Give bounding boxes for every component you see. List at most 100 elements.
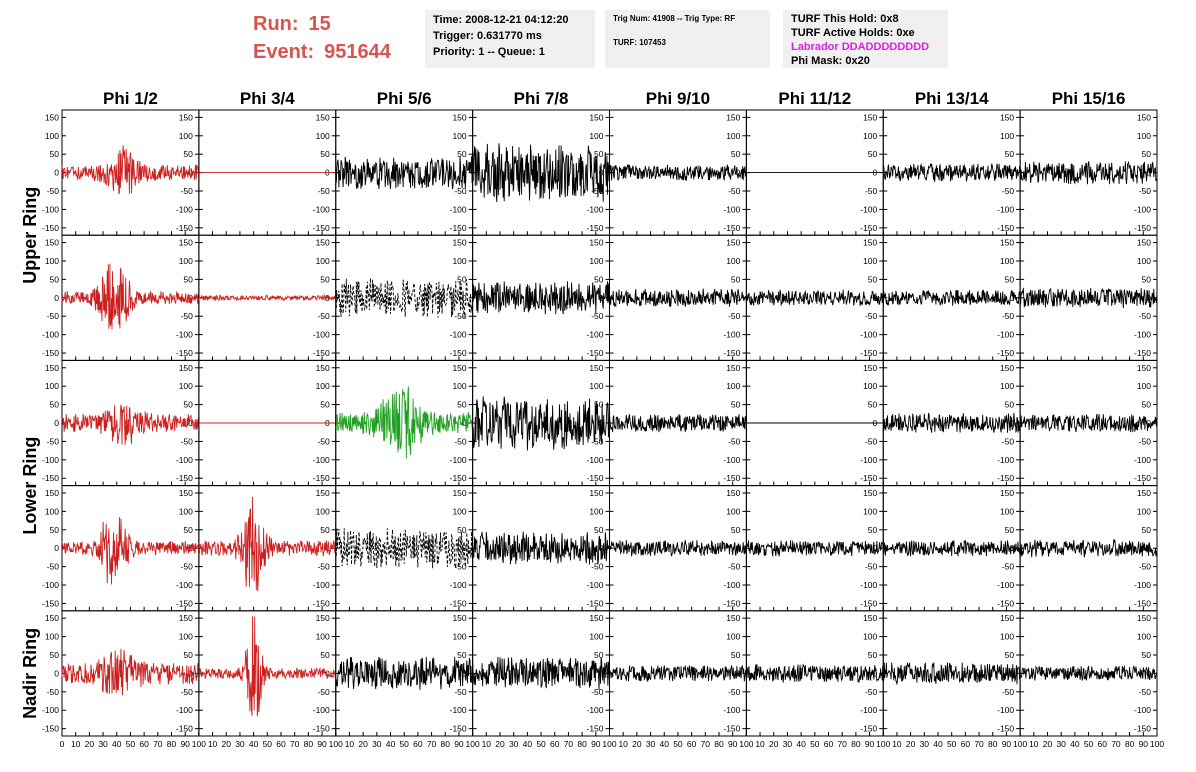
y-tick-label: -50 <box>728 562 741 572</box>
y-tick-label: 150 <box>863 488 877 498</box>
y-tick-label: 50 <box>1142 149 1152 159</box>
y-tick-label: -150 <box>997 223 1014 233</box>
x-tick-label: 80 <box>714 739 724 749</box>
x-tick-label: 50 <box>1084 739 1094 749</box>
y-tick-label: 150 <box>589 363 603 373</box>
y-tick-label: 0 <box>462 293 467 303</box>
y-tick-label: -50 <box>47 186 60 196</box>
y-tick-label: 0 <box>599 418 604 428</box>
y-tick-label: -100 <box>723 705 740 715</box>
waveform-series <box>1019 664 1158 681</box>
y-tick-label: -100 <box>42 455 59 465</box>
x-tick-label: 90 <box>865 739 875 749</box>
x-tick-label: 40 <box>386 739 396 749</box>
y-tick-label: 100 <box>726 506 740 516</box>
waveform-series <box>1019 287 1158 309</box>
y-tick-label: 0 <box>325 668 330 678</box>
x-tick-label: 60 <box>961 739 971 749</box>
x-tick-label: 40 <box>523 739 533 749</box>
y-tick-label: 50 <box>1142 650 1152 660</box>
y-tick-label: -150 <box>723 473 740 483</box>
x-tick-label: 10 <box>1029 739 1039 749</box>
x-tick-label: 40 <box>1070 739 1080 749</box>
turf-text: TURF: 107453 <box>613 38 666 47</box>
x-tick-label: 80 <box>851 739 861 749</box>
y-tick-label: 50 <box>1005 274 1015 284</box>
y-tick-label: 50 <box>320 525 330 535</box>
x-tick-label: 40 <box>796 739 806 749</box>
y-tick-label: -150 <box>860 724 877 734</box>
y-tick-label: 100 <box>45 131 59 141</box>
y-tick-label: -150 <box>176 348 193 358</box>
y-tick-label: 150 <box>1137 363 1151 373</box>
trig-num-text: Trig Num: 41908 -- Trig Type: RF <box>613 14 736 23</box>
y-tick-label: -100 <box>586 204 603 214</box>
x-tick-label: 70 <box>290 739 300 749</box>
y-tick-label: -100 <box>313 330 330 340</box>
row-label: Nadir Ring <box>20 628 40 719</box>
panel-frame <box>882 234 1021 361</box>
y-tick-label: 150 <box>1000 363 1014 373</box>
x-tick-label: 10 <box>892 739 902 749</box>
y-tick-label: -100 <box>1134 455 1151 465</box>
y-tick-label: -150 <box>723 223 740 233</box>
y-tick-label: -50 <box>865 436 878 446</box>
y-tick-label: -100 <box>586 330 603 340</box>
y-tick-label: 0 <box>873 668 878 678</box>
x-tick-label: 30 <box>920 739 930 749</box>
y-tick-label: 50 <box>183 149 193 159</box>
x-tick-label: 100 <box>466 739 480 749</box>
labrador-text: Labrador DDADDDDDDDD <box>791 41 930 53</box>
x-tick-label: 0 <box>60 739 65 749</box>
y-tick-label: 100 <box>316 506 330 516</box>
run-event-header: Run: 15 Event: 951644 <box>253 10 391 66</box>
waveform-series <box>1019 413 1158 433</box>
trigger-text: Trigger: 0.631770 ms <box>433 30 542 42</box>
y-tick-label: 50 <box>457 149 467 159</box>
y-tick-label: 50 <box>594 400 604 410</box>
y-tick-label: -150 <box>1134 223 1151 233</box>
y-tick-label: 150 <box>316 112 330 122</box>
y-tick-label: -150 <box>860 473 877 483</box>
y-tick-label: 0 <box>736 168 741 178</box>
y-tick-label: -150 <box>42 223 59 233</box>
y-tick-label: 150 <box>316 363 330 373</box>
waveform-series <box>745 663 884 683</box>
y-tick-label: -100 <box>860 330 877 340</box>
x-tick-label: 30 <box>235 739 245 749</box>
y-tick-label: 50 <box>1142 525 1152 535</box>
y-tick-label: -150 <box>860 348 877 358</box>
turf-hold-text: TURF This Hold: 0x8 <box>791 13 899 25</box>
y-tick-label: -100 <box>450 580 467 590</box>
y-tick-label: 150 <box>45 488 59 498</box>
y-tick-label: 50 <box>731 274 741 284</box>
y-tick-label: 150 <box>179 488 193 498</box>
y-tick-label: 100 <box>1000 632 1014 642</box>
y-tick-label: 50 <box>50 400 60 410</box>
waveform-series <box>472 143 610 203</box>
waveform-series <box>609 664 747 682</box>
y-tick-label: 0 <box>736 293 741 303</box>
y-tick-label: 0 <box>1009 293 1014 303</box>
y-tick-label: 100 <box>589 506 603 516</box>
y-tick-label: 100 <box>863 381 877 391</box>
y-tick-label: 150 <box>1137 488 1151 498</box>
y-tick-label: 150 <box>863 238 877 248</box>
column-header: Phi 3/4 <box>240 89 295 108</box>
y-tick-label: 150 <box>589 238 603 248</box>
y-tick-label: -50 <box>181 436 194 446</box>
column-header: Phi 15/16 <box>1052 89 1126 108</box>
y-tick-label: 150 <box>45 363 59 373</box>
y-tick-label: -100 <box>586 705 603 715</box>
y-tick-label: 150 <box>589 613 603 623</box>
column-header: Phi 7/8 <box>514 89 569 108</box>
waveform-series <box>61 263 200 330</box>
y-tick-label: 50 <box>183 525 193 535</box>
y-tick-label: -150 <box>997 473 1014 483</box>
y-tick-label: 0 <box>462 418 467 428</box>
x-tick-label: 50 <box>399 739 409 749</box>
event-value: 951644 <box>324 41 391 63</box>
waveform-series <box>472 281 610 315</box>
turf-active-text: TURF Active Holds: 0xe <box>791 27 915 39</box>
x-tick-label: 60 <box>276 739 286 749</box>
